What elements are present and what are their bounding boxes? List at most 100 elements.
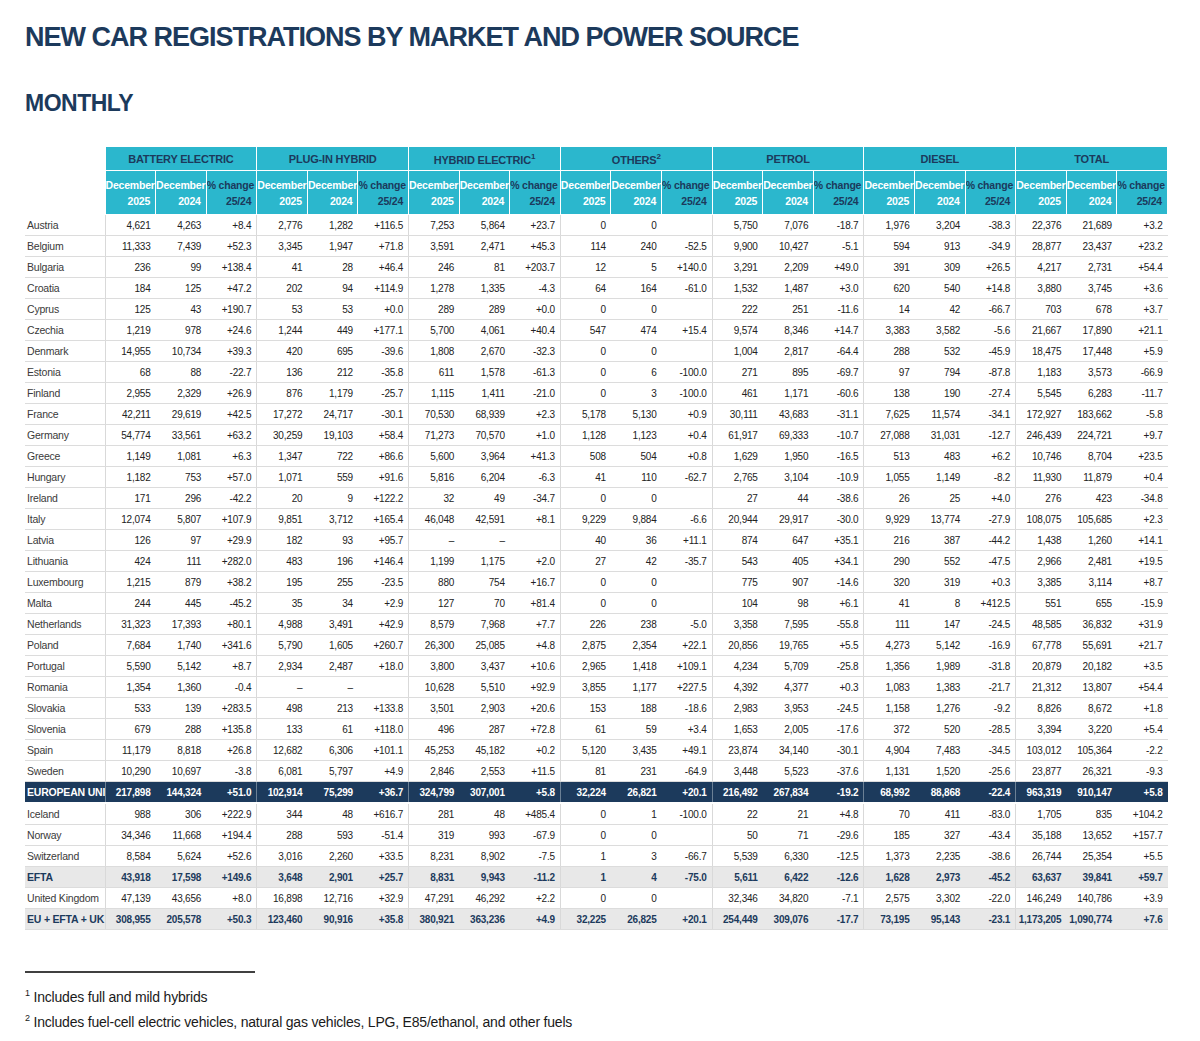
value-cell: 105,685 xyxy=(1066,509,1117,530)
value-cell: 9,574 xyxy=(712,320,763,341)
value-cell: -5.8 xyxy=(1117,404,1168,425)
value-cell: 5,816 xyxy=(409,467,460,488)
value-cell: +138.4 xyxy=(206,257,257,278)
value-cell: 94 xyxy=(307,278,358,299)
value-cell: +2.3 xyxy=(1117,509,1168,530)
value-cell: 26,744 xyxy=(1016,846,1067,867)
value-cell: 5,600 xyxy=(409,446,460,467)
value-cell: 533 xyxy=(105,698,156,719)
value-cell: 907 xyxy=(763,572,814,593)
value-cell: 289 xyxy=(459,299,510,320)
value-cell: 2,005 xyxy=(763,719,814,740)
value-cell: 1,182 xyxy=(105,467,156,488)
value-cell: 3,491 xyxy=(307,614,358,635)
value-cell: 202 xyxy=(257,278,308,299)
value-cell: -2.2 xyxy=(1117,740,1168,761)
value-cell: -22.0 xyxy=(965,888,1016,909)
value-cell: 12,716 xyxy=(307,888,358,909)
value-cell: +6.2 xyxy=(965,446,1016,467)
value-cell: 53 xyxy=(257,299,308,320)
value-cell: 1,183 xyxy=(1016,362,1067,383)
value-cell: +35.8 xyxy=(358,909,409,930)
value-cell: 2,481 xyxy=(1066,551,1117,572)
row-label-netherlands: Netherlands xyxy=(25,614,105,635)
value-cell: +34.1 xyxy=(813,551,864,572)
value-cell: 1,128 xyxy=(560,425,611,446)
table-row-efta: EFTA43,91817,598+149.63,6482,901+25.78,8… xyxy=(25,867,1168,888)
value-cell: 111 xyxy=(864,614,915,635)
row-label-portugal: Portugal xyxy=(25,656,105,677)
value-cell: 35,188 xyxy=(1016,825,1067,846)
value-cell: 1,260 xyxy=(1066,530,1117,551)
group-header-petrol: PETROL xyxy=(712,147,864,171)
value-cell: +149.6 xyxy=(206,867,257,888)
value-cell: 39,841 xyxy=(1066,867,1117,888)
value-cell: +116.5 xyxy=(358,215,409,236)
value-cell: 19,103 xyxy=(307,425,358,446)
value-cell: 36,832 xyxy=(1066,614,1117,635)
value-cell: 10,697 xyxy=(156,761,207,782)
value-cell: 2,235 xyxy=(915,846,966,867)
value-cell: 172,927 xyxy=(1016,404,1067,425)
value-cell: 3 xyxy=(611,383,662,404)
table-row-ireland: Ireland171296-42.2209+122.23249-34.70027… xyxy=(25,488,1168,509)
value-cell: +15.4 xyxy=(662,320,713,341)
value-cell: -7.1 xyxy=(813,888,864,909)
value-cell xyxy=(662,593,713,614)
value-cell: 212 xyxy=(307,362,358,383)
value-cell: 288 xyxy=(156,719,207,740)
value-cell: 8,704 xyxy=(1066,446,1117,467)
value-cell: 4,988 xyxy=(257,614,308,635)
value-cell: +38.2 xyxy=(206,572,257,593)
value-cell: 19,765 xyxy=(763,635,814,656)
value-cell: +122.2 xyxy=(358,488,409,509)
value-cell: 5,510 xyxy=(459,677,510,698)
value-cell: 125 xyxy=(156,278,207,299)
value-cell: 0 xyxy=(611,215,662,236)
value-cell: 70,530 xyxy=(409,404,460,425)
value-cell: 17,890 xyxy=(1066,320,1117,341)
value-cell: 5,700 xyxy=(409,320,460,341)
value-cell: 99 xyxy=(156,257,207,278)
value-cell: 1,179 xyxy=(307,383,358,404)
value-cell: +146.4 xyxy=(358,551,409,572)
group-header-hybrid-electric: HYBRID ELECTRIC1 xyxy=(409,147,561,171)
value-cell: 1,158 xyxy=(864,698,915,719)
table-row-luxembourg: Luxembourg1,215879+38.2195255-23.5880754… xyxy=(25,572,1168,593)
value-cell: 153 xyxy=(560,698,611,719)
value-cell: 32 xyxy=(409,488,460,509)
value-cell: 0 xyxy=(560,593,611,614)
value-cell: 0 xyxy=(611,572,662,593)
value-cell: +86.6 xyxy=(358,446,409,467)
value-cell: 88,868 xyxy=(915,782,966,804)
value-cell: -12.7 xyxy=(965,425,1016,446)
value-cell: +118.0 xyxy=(358,719,409,740)
value-cell: 1,628 xyxy=(864,867,915,888)
value-cell: 32,224 xyxy=(560,782,611,804)
value-cell: -27.9 xyxy=(965,509,1016,530)
value-cell: -18.7 xyxy=(813,215,864,236)
value-cell: +58.4 xyxy=(358,425,409,446)
value-cell: 2,553 xyxy=(459,761,510,782)
row-label-italy: Italy xyxy=(25,509,105,530)
value-cell: 46,048 xyxy=(409,509,460,530)
value-cell: 1,532 xyxy=(712,278,763,299)
value-cell: +26.5 xyxy=(965,257,1016,278)
value-cell: 93 xyxy=(307,530,358,551)
value-cell: +23.7 xyxy=(510,215,561,236)
value-cell: +4.8 xyxy=(510,635,561,656)
value-cell: -45.2 xyxy=(965,867,1016,888)
value-cell: -34.8 xyxy=(1117,488,1168,509)
value-cell: 1,808 xyxy=(409,341,460,362)
value-cell: 61,917 xyxy=(712,425,763,446)
value-cell: 8,231 xyxy=(409,846,460,867)
value-cell: +107.9 xyxy=(206,509,257,530)
value-cell: 195 xyxy=(257,572,308,593)
value-cell: 876 xyxy=(257,383,308,404)
value-cell: 26,321 xyxy=(1066,761,1117,782)
value-cell: 380,921 xyxy=(409,909,460,930)
value-cell: – xyxy=(459,530,510,551)
value-cell: +54.4 xyxy=(1117,677,1168,698)
value-cell: 405 xyxy=(763,551,814,572)
value-cell: 5,807 xyxy=(156,509,207,530)
